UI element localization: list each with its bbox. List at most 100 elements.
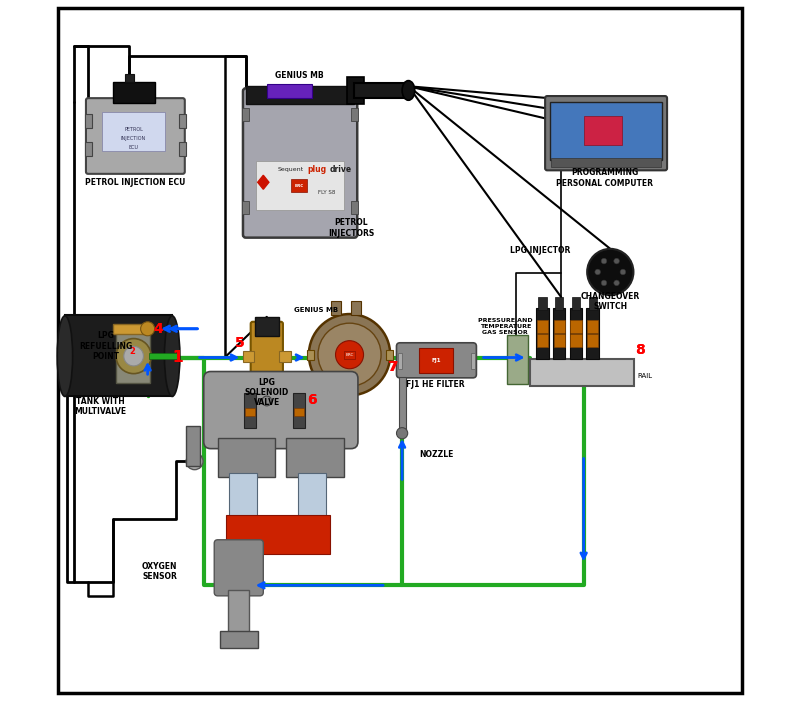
Text: Sequent: Sequent — [278, 167, 303, 172]
Circle shape — [614, 280, 619, 286]
Circle shape — [141, 322, 154, 336]
FancyBboxPatch shape — [397, 343, 477, 378]
Bar — [242, 108, 249, 121]
Circle shape — [318, 323, 381, 386]
Circle shape — [335, 341, 363, 369]
Bar — [255, 317, 278, 336]
Bar — [346, 77, 364, 104]
Circle shape — [124, 346, 143, 366]
Circle shape — [397, 428, 408, 439]
Bar — [245, 408, 255, 416]
FancyBboxPatch shape — [250, 322, 283, 382]
Bar — [570, 308, 582, 359]
Bar — [65, 315, 172, 396]
Text: 2: 2 — [130, 348, 135, 356]
Polygon shape — [258, 175, 269, 189]
Text: FJ1: FJ1 — [431, 358, 441, 363]
Text: 4: 4 — [154, 322, 163, 336]
Circle shape — [601, 258, 606, 264]
Bar — [85, 142, 91, 156]
Bar — [116, 331, 150, 383]
Bar — [586, 308, 599, 359]
Circle shape — [620, 269, 626, 275]
Bar — [589, 297, 597, 310]
Text: 5: 5 — [235, 336, 245, 350]
Text: FJ1 HE FILTER: FJ1 HE FILTER — [406, 380, 465, 388]
Bar — [179, 142, 186, 156]
Bar — [536, 308, 549, 359]
Circle shape — [262, 396, 272, 406]
Bar — [244, 393, 255, 428]
FancyBboxPatch shape — [204, 372, 358, 449]
Text: 7: 7 — [386, 360, 397, 374]
Bar — [570, 334, 582, 347]
Text: 6: 6 — [307, 393, 317, 407]
FancyBboxPatch shape — [214, 540, 263, 596]
Circle shape — [116, 339, 151, 374]
Bar — [587, 320, 598, 333]
Text: INJECTION: INJECTION — [121, 136, 146, 142]
Text: NOZZLE: NOZZLE — [419, 450, 454, 458]
Bar — [186, 426, 200, 466]
Text: LPG INJECTOR: LPG INJECTOR — [510, 246, 570, 254]
Text: BRC: BRC — [294, 184, 304, 188]
Bar — [419, 348, 453, 373]
Text: 8: 8 — [635, 343, 646, 358]
Ellipse shape — [165, 315, 180, 397]
Bar — [85, 114, 91, 128]
Bar — [537, 334, 548, 347]
Text: TANK WITH
MULTIVALVE: TANK WITH MULTIVALVE — [74, 397, 126, 416]
Bar — [307, 350, 314, 360]
Text: BRC: BRC — [346, 353, 354, 357]
Bar — [550, 158, 662, 167]
Bar — [398, 377, 406, 433]
Bar — [331, 301, 341, 315]
Bar — [572, 297, 580, 310]
Bar — [294, 408, 304, 416]
Text: 6: 6 — [307, 393, 317, 407]
Bar — [228, 590, 250, 634]
Bar — [555, 297, 563, 310]
Bar — [398, 353, 402, 369]
Circle shape — [186, 453, 203, 470]
Bar — [229, 473, 257, 547]
Bar — [226, 515, 330, 554]
Bar — [506, 335, 527, 384]
Bar — [538, 297, 546, 310]
Text: ECU: ECU — [129, 145, 138, 151]
Ellipse shape — [58, 315, 73, 397]
Ellipse shape — [402, 81, 414, 100]
Text: 8: 8 — [635, 343, 646, 358]
Bar — [550, 102, 662, 160]
Text: FLY S8: FLY S8 — [318, 189, 335, 195]
Bar — [102, 112, 165, 151]
Text: 5: 5 — [235, 336, 245, 350]
Bar — [286, 438, 344, 477]
Bar — [267, 84, 312, 98]
Text: GENIUS MB: GENIUS MB — [294, 307, 338, 313]
Bar — [351, 108, 358, 121]
Bar — [113, 82, 154, 103]
Text: drive: drive — [330, 165, 352, 174]
Bar — [554, 320, 565, 333]
Bar — [471, 353, 475, 369]
Bar — [246, 86, 354, 104]
Text: 7: 7 — [388, 360, 398, 374]
Bar — [386, 350, 393, 360]
Bar — [570, 320, 582, 333]
Bar — [179, 114, 186, 128]
Circle shape — [309, 314, 390, 395]
Bar — [587, 334, 598, 347]
Bar — [344, 350, 355, 359]
Bar — [126, 74, 134, 82]
Bar — [584, 116, 622, 145]
Bar — [554, 334, 565, 347]
Bar — [298, 473, 326, 547]
Bar — [218, 438, 275, 477]
Text: plug: plug — [307, 165, 326, 174]
Bar — [351, 301, 361, 315]
Text: 1: 1 — [173, 350, 183, 365]
Bar — [537, 320, 548, 333]
Text: 1: 1 — [173, 350, 183, 365]
Bar — [149, 353, 177, 359]
